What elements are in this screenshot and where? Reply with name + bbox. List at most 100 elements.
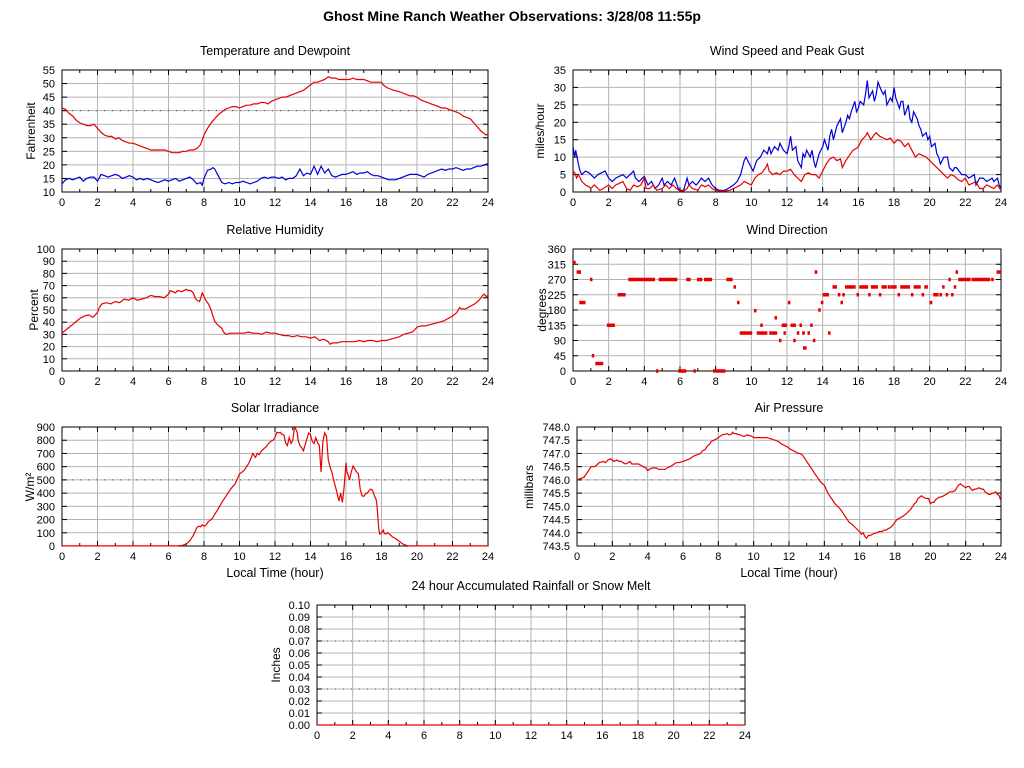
svg-text:100: 100 bbox=[37, 528, 55, 540]
svg-text:10: 10 bbox=[489, 730, 501, 742]
svg-text:80: 80 bbox=[43, 268, 55, 280]
svg-text:22: 22 bbox=[446, 197, 458, 209]
svg-text:90: 90 bbox=[43, 256, 55, 268]
svg-text:746.5: 746.5 bbox=[542, 462, 570, 474]
chart-title: Wind Speed and Peak Gust bbox=[709, 44, 865, 58]
svg-text:10: 10 bbox=[748, 551, 760, 563]
svg-text:22: 22 bbox=[960, 551, 972, 563]
svg-text:16: 16 bbox=[596, 730, 608, 742]
svg-text:10: 10 bbox=[43, 354, 55, 366]
chart-xlabel: Local Time (hour) bbox=[740, 566, 838, 580]
svg-text:12: 12 bbox=[525, 730, 537, 742]
svg-text:24: 24 bbox=[482, 376, 494, 388]
svg-text:10: 10 bbox=[233, 197, 245, 209]
svg-text:12: 12 bbox=[781, 376, 793, 388]
svg-text:12: 12 bbox=[269, 551, 281, 563]
svg-text:10: 10 bbox=[745, 376, 757, 388]
svg-text:500: 500 bbox=[37, 475, 55, 487]
svg-text:2: 2 bbox=[350, 730, 356, 742]
svg-text:5: 5 bbox=[560, 170, 566, 182]
svg-text:30: 30 bbox=[554, 82, 566, 94]
svg-text:14: 14 bbox=[817, 197, 829, 209]
page-title: Ghost Mine Ranch Weather Observations: 3… bbox=[323, 8, 701, 24]
svg-text:600: 600 bbox=[37, 462, 55, 474]
svg-text:8: 8 bbox=[713, 197, 719, 209]
svg-text:4: 4 bbox=[641, 197, 647, 209]
svg-text:10: 10 bbox=[43, 187, 55, 199]
svg-text:200: 200 bbox=[37, 515, 55, 527]
svg-text:745.0: 745.0 bbox=[542, 501, 570, 513]
svg-text:0: 0 bbox=[560, 187, 566, 199]
svg-text:50: 50 bbox=[43, 79, 55, 91]
svg-text:744.0: 744.0 bbox=[542, 528, 570, 540]
svg-text:0: 0 bbox=[49, 366, 55, 378]
svg-text:0: 0 bbox=[59, 197, 65, 209]
svg-text:12: 12 bbox=[783, 551, 795, 563]
chart-title: Temperature and Dewpoint bbox=[199, 44, 351, 58]
chart-ylabel: millibars bbox=[522, 464, 536, 509]
svg-text:20: 20 bbox=[924, 551, 936, 563]
svg-text:16: 16 bbox=[852, 197, 864, 209]
plot-temperature-dewpoint: 0 2 4 6 8 10 12 14 16 18 20 22 241015202530354045505… bbox=[43, 65, 494, 209]
svg-text:6: 6 bbox=[677, 197, 683, 209]
svg-text:0.04: 0.04 bbox=[289, 672, 310, 684]
svg-text:16: 16 bbox=[340, 197, 352, 209]
svg-text:2: 2 bbox=[94, 551, 100, 563]
svg-text:22: 22 bbox=[959, 376, 971, 388]
svg-text:100: 100 bbox=[37, 244, 55, 256]
svg-text:0: 0 bbox=[49, 541, 55, 553]
chart-ylabel: Fahrenheit bbox=[24, 102, 38, 160]
svg-text:0.06: 0.06 bbox=[289, 648, 310, 660]
svg-text:6: 6 bbox=[165, 551, 171, 563]
chart-ylabel: Percent bbox=[27, 289, 41, 331]
chart-title: Solar Irradiance bbox=[230, 401, 320, 415]
svg-text:24: 24 bbox=[482, 197, 494, 209]
svg-text:8: 8 bbox=[201, 197, 207, 209]
svg-text:0.02: 0.02 bbox=[289, 696, 310, 708]
chart-title: Wind Direction bbox=[746, 223, 828, 237]
svg-text:4: 4 bbox=[130, 551, 136, 563]
svg-text:18: 18 bbox=[375, 197, 387, 209]
svg-text:315: 315 bbox=[548, 259, 566, 271]
svg-text:0: 0 bbox=[314, 730, 320, 742]
svg-text:22: 22 bbox=[703, 730, 715, 742]
svg-text:0.07: 0.07 bbox=[289, 636, 310, 648]
svg-text:10: 10 bbox=[233, 551, 245, 563]
svg-text:0.09: 0.09 bbox=[289, 612, 310, 624]
svg-text:40: 40 bbox=[43, 106, 55, 118]
plot-rainfall: 0 2 4 6 8 10 12 14 16 18 20 22 240.000.010.020.030.0… bbox=[289, 600, 752, 742]
svg-text:18: 18 bbox=[889, 551, 901, 563]
svg-text:8: 8 bbox=[457, 730, 463, 742]
svg-text:45: 45 bbox=[43, 92, 55, 104]
svg-text:0.05: 0.05 bbox=[289, 660, 310, 672]
svg-text:22: 22 bbox=[446, 376, 458, 388]
svg-text:6: 6 bbox=[165, 376, 171, 388]
svg-text:744.5: 744.5 bbox=[542, 515, 570, 527]
svg-text:20: 20 bbox=[924, 197, 936, 209]
svg-text:180: 180 bbox=[548, 305, 566, 317]
svg-text:30: 30 bbox=[43, 133, 55, 145]
svg-text:14: 14 bbox=[304, 376, 316, 388]
svg-text:18: 18 bbox=[888, 197, 900, 209]
svg-text:0.08: 0.08 bbox=[289, 624, 310, 636]
svg-text:300: 300 bbox=[37, 501, 55, 513]
svg-text:24: 24 bbox=[482, 551, 494, 563]
svg-text:10: 10 bbox=[554, 152, 566, 164]
svg-text:14: 14 bbox=[561, 730, 573, 742]
plot-wind-direction: 0 2 4 6 8 10 12 14 16 18 20 22 240459013518022527031… bbox=[548, 244, 1007, 388]
svg-text:0: 0 bbox=[570, 197, 576, 209]
chart-title: 24 hour Accumulated Rainfall or Snow Mel… bbox=[411, 579, 651, 593]
svg-text:135: 135 bbox=[548, 320, 566, 332]
svg-text:20: 20 bbox=[411, 551, 423, 563]
svg-text:24: 24 bbox=[995, 551, 1007, 563]
chart-ylabel: miles/hour bbox=[533, 103, 547, 159]
plot-air-pressure: 0 2 4 6 8 10 12 14 16 18 20 22 24743.5744.0744.5745.… bbox=[542, 422, 1007, 563]
svg-text:20: 20 bbox=[43, 342, 55, 354]
svg-text:18: 18 bbox=[888, 376, 900, 388]
svg-text:24: 24 bbox=[995, 197, 1007, 209]
svg-text:0: 0 bbox=[570, 376, 576, 388]
svg-text:2: 2 bbox=[94, 197, 100, 209]
svg-text:90: 90 bbox=[554, 336, 566, 348]
svg-text:2: 2 bbox=[94, 376, 100, 388]
